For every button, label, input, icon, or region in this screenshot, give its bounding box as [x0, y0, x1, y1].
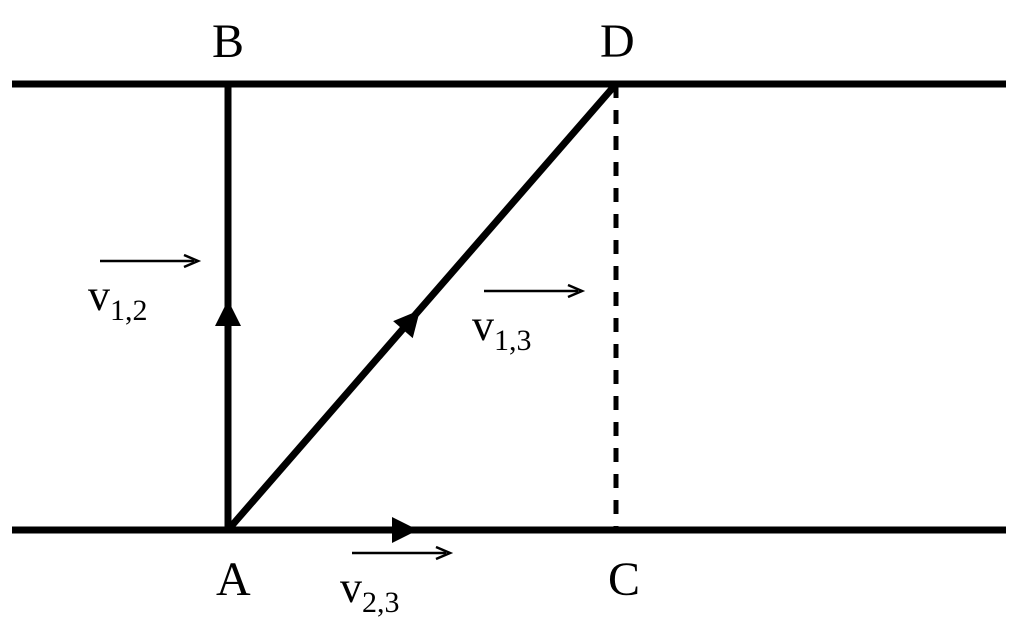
vector-label-v13: v1,3 [472, 276, 602, 356]
vector-label-v12: v1,2 [88, 246, 218, 326]
label-D: D [600, 14, 635, 69]
vector-label-v23: v2,3 [340, 538, 470, 618]
label-B: B [212, 14, 244, 69]
label-A: A [216, 552, 251, 607]
label-C: C [608, 552, 640, 607]
